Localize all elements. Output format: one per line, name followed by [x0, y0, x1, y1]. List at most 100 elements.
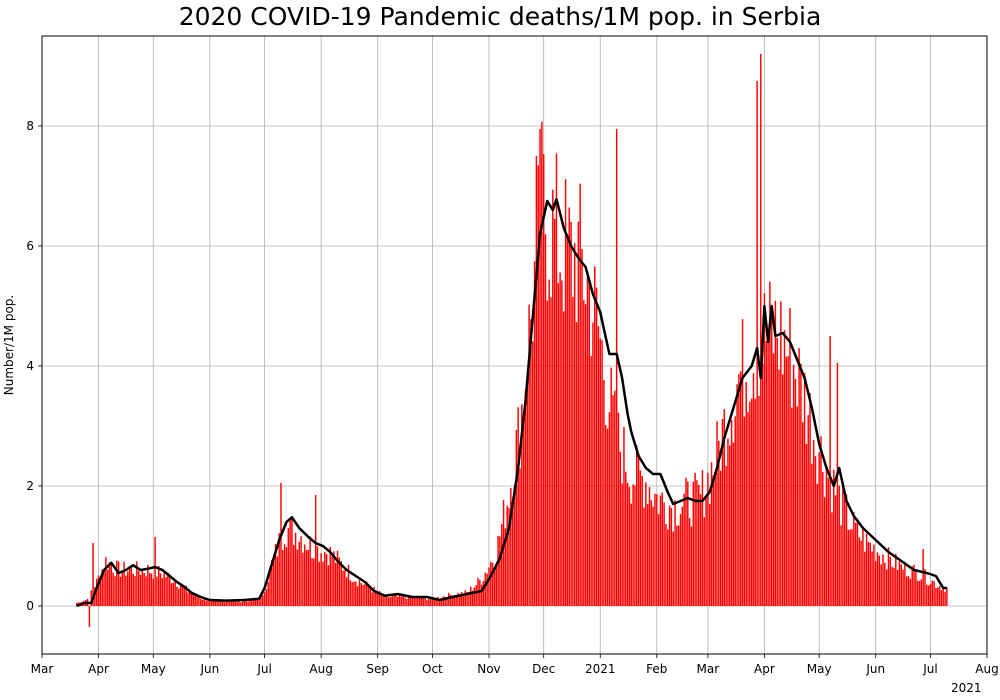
- bar: [402, 595, 404, 606]
- bar: [802, 422, 804, 606]
- bar: [336, 550, 339, 606]
- bar: [411, 596, 414, 606]
- bar: [417, 596, 419, 606]
- bar: [351, 581, 353, 606]
- x-tick-label: Dec: [532, 662, 555, 676]
- bar: [617, 412, 620, 606]
- bar: [573, 243, 576, 606]
- bar: [851, 529, 853, 606]
- bar: [736, 384, 738, 606]
- bar: [805, 443, 808, 606]
- bar: [654, 493, 656, 606]
- bar: [774, 300, 777, 606]
- bar: [451, 597, 454, 606]
- bar: [192, 594, 195, 606]
- bar: [929, 583, 932, 606]
- bar: [114, 576, 116, 606]
- bar: [812, 440, 815, 606]
- bar: [648, 487, 651, 606]
- bar: [238, 600, 240, 606]
- bar: [594, 266, 596, 606]
- bar: [234, 600, 237, 606]
- bar: [303, 544, 306, 606]
- bar: [895, 553, 897, 606]
- bar: [121, 571, 123, 606]
- bar: [530, 319, 532, 606]
- bar: [314, 495, 317, 606]
- bar: [159, 573, 162, 606]
- bar: [698, 484, 700, 606]
- bar: [305, 550, 308, 606]
- bar: [501, 524, 503, 606]
- bar: [398, 594, 401, 606]
- bar: [940, 590, 943, 606]
- bar: [537, 165, 539, 607]
- bar: [387, 597, 390, 606]
- bar: [869, 542, 871, 606]
- bar: [524, 390, 527, 606]
- bar: [652, 506, 654, 606]
- bar: [791, 407, 793, 606]
- bar: [243, 600, 246, 606]
- bar: [833, 469, 835, 606]
- bar: [400, 596, 403, 606]
- bar: [340, 561, 342, 606]
- bar: [145, 576, 147, 606]
- bar: [490, 561, 492, 606]
- bar: [532, 341, 534, 606]
- bar: [564, 179, 567, 606]
- bar: [785, 356, 788, 606]
- bar: [426, 600, 428, 606]
- bar: [924, 569, 926, 606]
- bar: [254, 598, 257, 606]
- bar: [119, 576, 122, 606]
- bar: [468, 591, 470, 606]
- bar: [88, 606, 91, 627]
- bar: [572, 296, 574, 606]
- bar: [601, 340, 603, 606]
- bar: [442, 596, 445, 606]
- bar: [167, 572, 169, 606]
- bar: [274, 544, 277, 606]
- bar: [935, 588, 937, 606]
- bar: [203, 598, 206, 606]
- bar: [818, 452, 820, 606]
- bar: [889, 556, 892, 606]
- bar: [510, 487, 512, 606]
- bar: [521, 404, 523, 606]
- x-tick-label: Nov: [477, 662, 500, 676]
- bar: [105, 557, 107, 606]
- bar: [690, 526, 693, 606]
- x-tick-label: Mar: [697, 662, 720, 676]
- bar: [329, 547, 331, 606]
- bar: [99, 580, 102, 606]
- bar: [555, 153, 558, 606]
- bar: [758, 395, 760, 606]
- bar: [760, 54, 762, 606]
- bar: [229, 601, 231, 606]
- bar: [327, 565, 330, 606]
- y-axis: 0 2 4 6 8: [26, 119, 42, 613]
- bar: [508, 507, 510, 606]
- bar: [900, 564, 902, 606]
- bar: [289, 517, 291, 606]
- bar: [822, 471, 824, 606]
- bar: [623, 426, 625, 606]
- bar: [227, 601, 229, 606]
- bar: [513, 486, 516, 606]
- bar: [882, 554, 884, 606]
- bar: [375, 590, 377, 606]
- bar: [843, 496, 846, 606]
- bar: [853, 512, 855, 606]
- bar: [597, 326, 600, 606]
- bar: [198, 597, 200, 606]
- bar: [716, 421, 718, 606]
- plot-frame: [41, 35, 988, 655]
- bar: [506, 505, 508, 606]
- bar: [150, 573, 153, 606]
- bar: [663, 502, 665, 606]
- bar: [316, 546, 319, 606]
- bar: [719, 470, 722, 606]
- bar: [382, 596, 384, 606]
- bar: [378, 591, 381, 606]
